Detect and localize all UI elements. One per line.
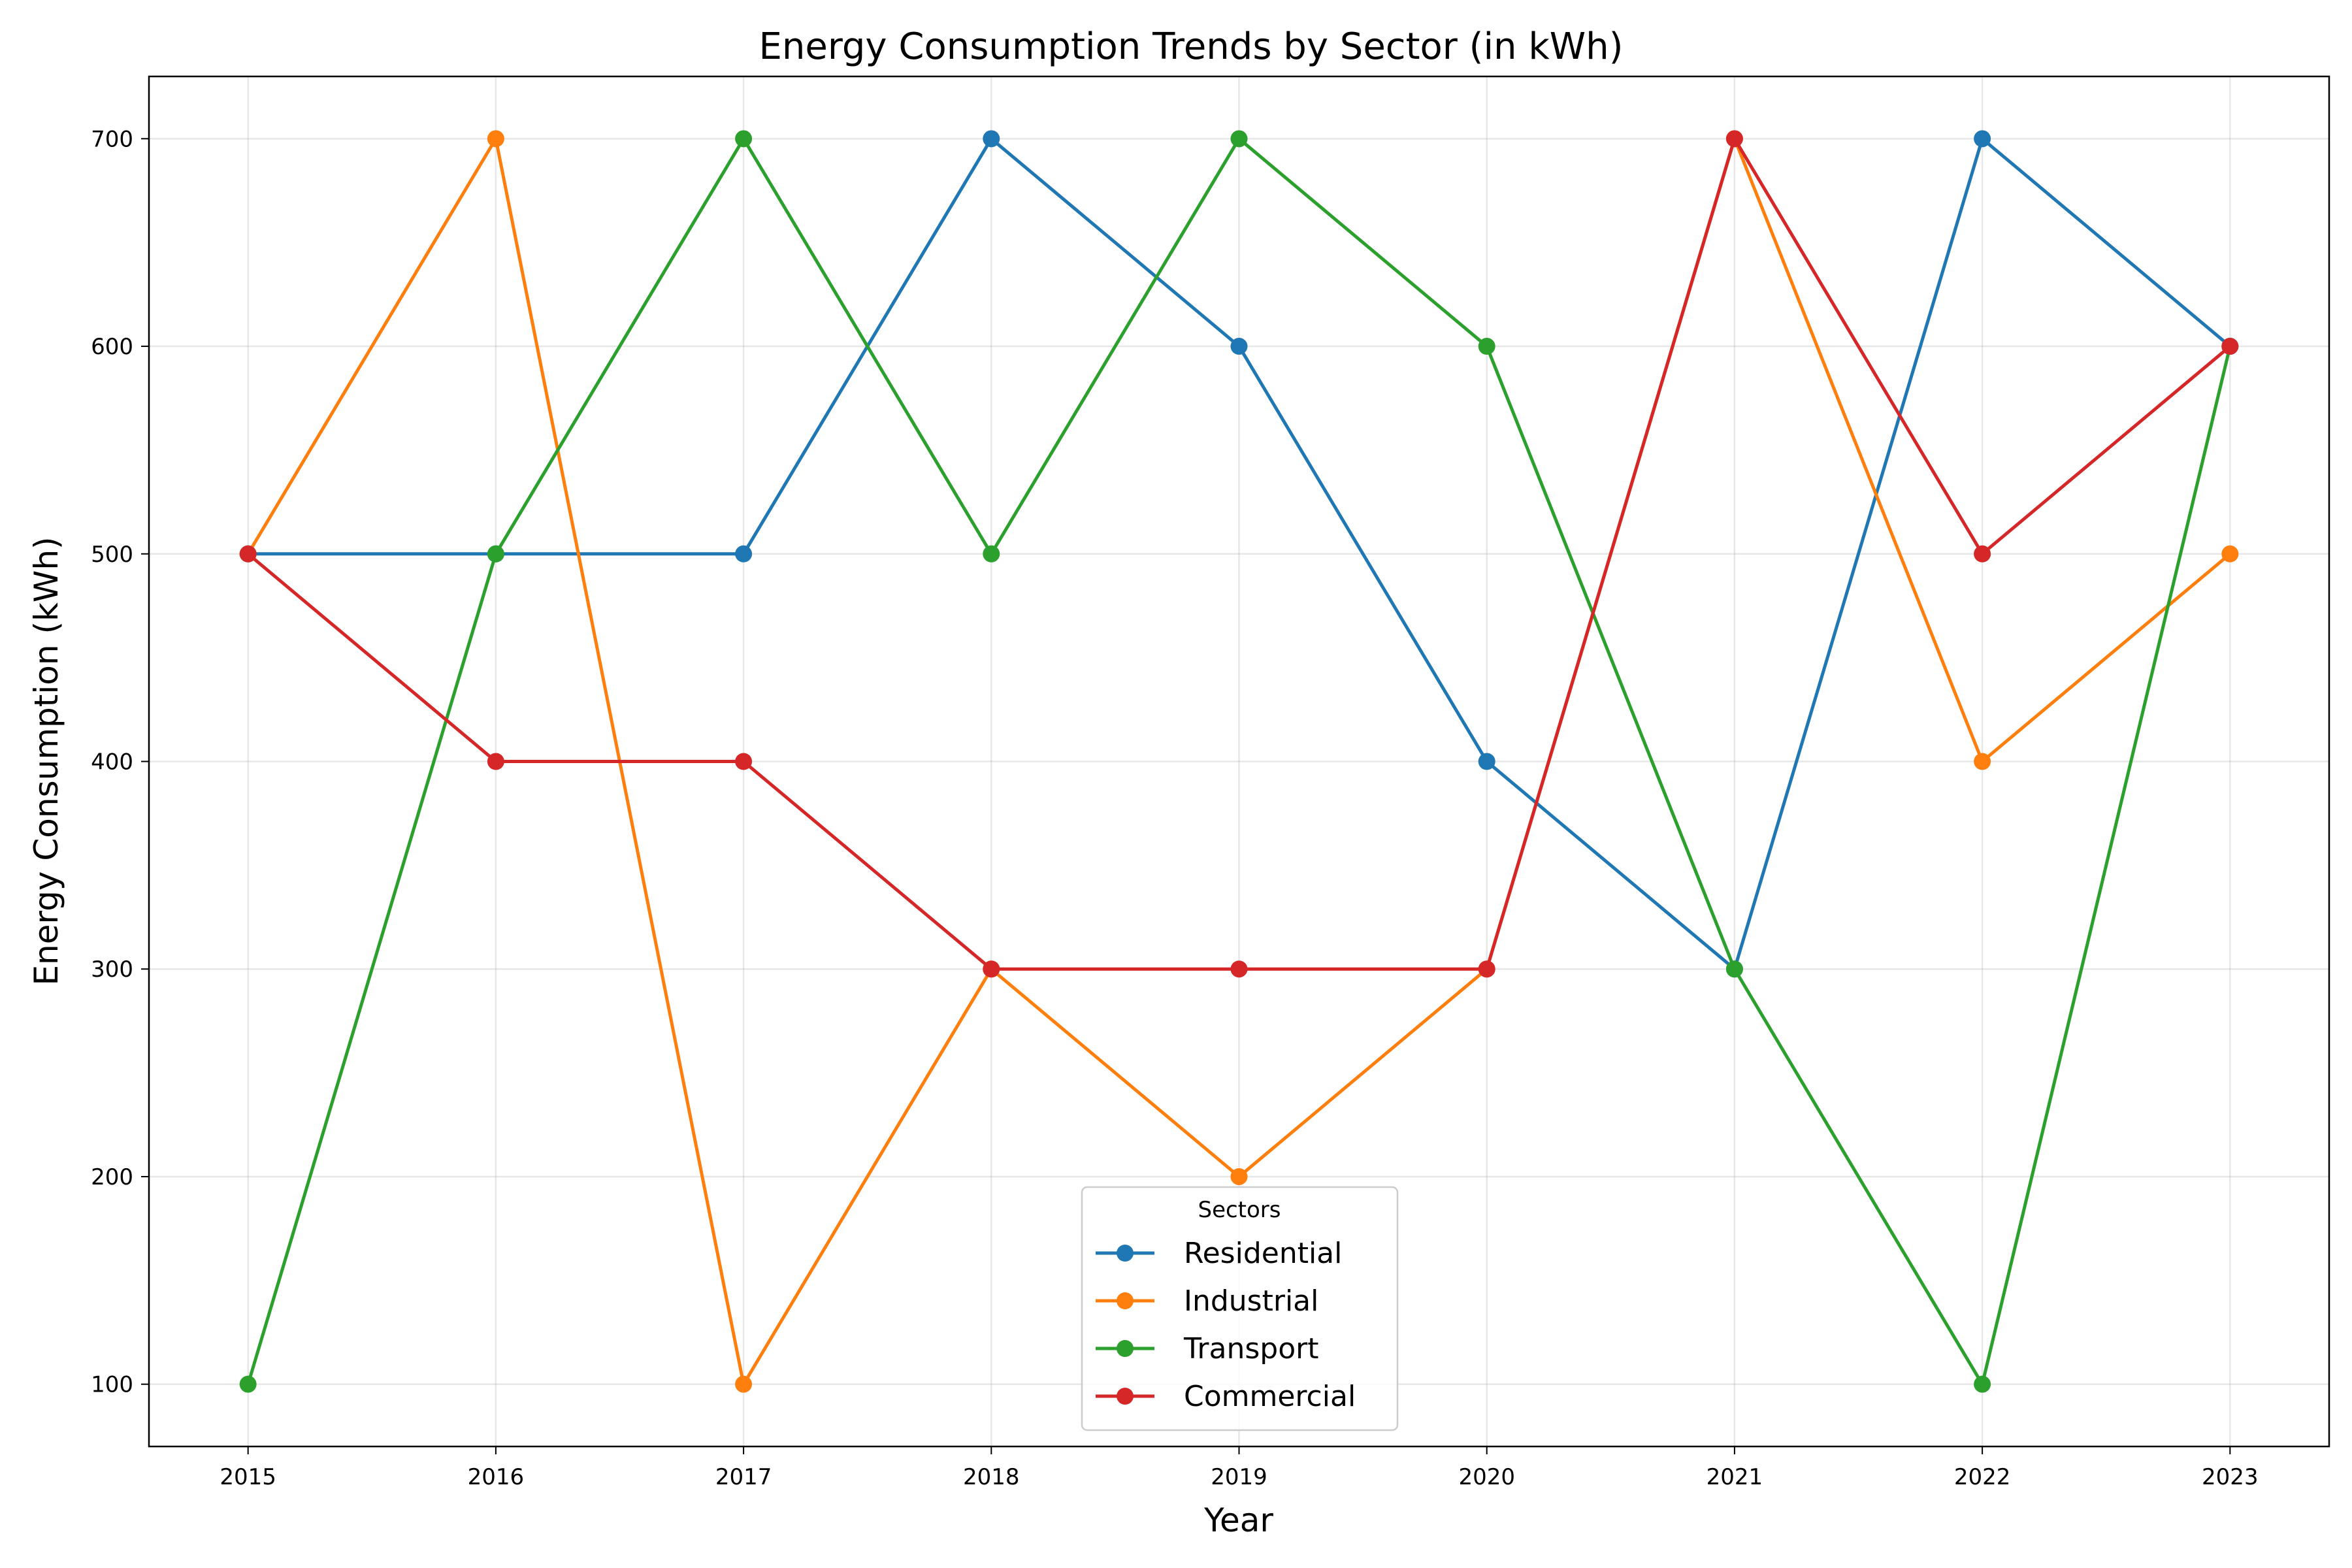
legend-swatch-marker [1117,1292,1134,1309]
series-layer [239,130,2239,1393]
legend-swatch-marker [1117,1245,1134,1262]
y-tick-label: 500 [91,542,133,568]
data-point-transport [983,545,1000,563]
x-tick-label: 2021 [1707,1464,1763,1490]
x-tick-label: 2016 [468,1464,525,1490]
data-point-commercial [1478,960,1495,978]
data-point-residential [983,130,1000,148]
data-point-commercial [1725,130,1743,148]
x-tick-label: 2022 [1954,1464,2011,1490]
x-tick-label: 2023 [2202,1464,2259,1490]
data-point-residential [1974,130,1991,148]
legend-label: Transport [1183,1332,1318,1365]
data-point-transport [735,130,753,148]
data-point-residential [1230,338,1248,355]
legend-swatch-marker [1117,1340,1134,1357]
legend-item-commercial: Commercial [1096,1380,1356,1413]
data-point-commercial [1974,545,1991,563]
legend-label: Commercial [1184,1380,1356,1413]
data-point-commercial [2221,338,2239,355]
x-axis-label: Year [1203,1501,1273,1539]
legend: Sectors Residential Industrial Transport Co… [1081,1186,1399,1431]
data-point-commercial [239,545,257,563]
y-axis-label: Energy Consumption (kWh) [27,536,65,985]
y-tick-label: 300 [91,956,133,983]
data-point-residential [735,545,753,563]
data-point-commercial [487,753,504,770]
x-axis: 2015 2016 2017 2018 2019 2020 2021 2022 2023 [220,1446,2259,1490]
series-commercial [239,130,2239,978]
data-point-commercial [735,753,753,770]
data-point-industrial [1230,1168,1248,1185]
y-tick-label: 200 [91,1164,133,1190]
data-point-transport [1478,338,1495,355]
x-tick-label: 2019 [1211,1464,1267,1490]
legend-label: Industrial [1184,1284,1318,1318]
legend-swatch-marker [1117,1388,1134,1405]
data-point-residential [1478,753,1495,770]
y-axis: 100 200 300 400 500 600 700 [91,126,149,1398]
legend-box [1081,1186,1399,1431]
legend-item-residential: Residential [1096,1237,1342,1270]
y-tick-label: 600 [91,334,133,360]
x-tick-label: 2017 [715,1464,772,1490]
data-point-transport [1725,960,1743,978]
data-point-transport [487,545,504,563]
x-tick-label: 2020 [1458,1464,1515,1490]
x-tick-label: 2018 [963,1464,1020,1490]
data-point-commercial [983,960,1000,978]
data-point-industrial [735,1375,753,1393]
data-point-transport [1230,130,1248,148]
y-tick-label: 700 [91,126,133,152]
legend-item-transport: Transport [1096,1332,1318,1365]
chart-title: Energy Consumption Trends by Sector (in … [759,25,1624,68]
legend-label: Residential [1184,1237,1342,1270]
data-point-transport [239,1375,257,1393]
data-point-industrial [1974,753,1991,770]
data-point-industrial [2221,545,2239,563]
legend-title: Sectors [1198,1197,1281,1223]
data-point-industrial [487,130,504,148]
data-point-commercial [1230,960,1248,978]
y-tick-label: 100 [91,1372,133,1398]
data-point-transport [1974,1375,1991,1393]
series-transport [239,130,2239,1393]
y-tick-label: 400 [91,749,133,776]
x-tick-label: 2015 [220,1464,276,1490]
legend-item-industrial: Industrial [1096,1284,1318,1318]
